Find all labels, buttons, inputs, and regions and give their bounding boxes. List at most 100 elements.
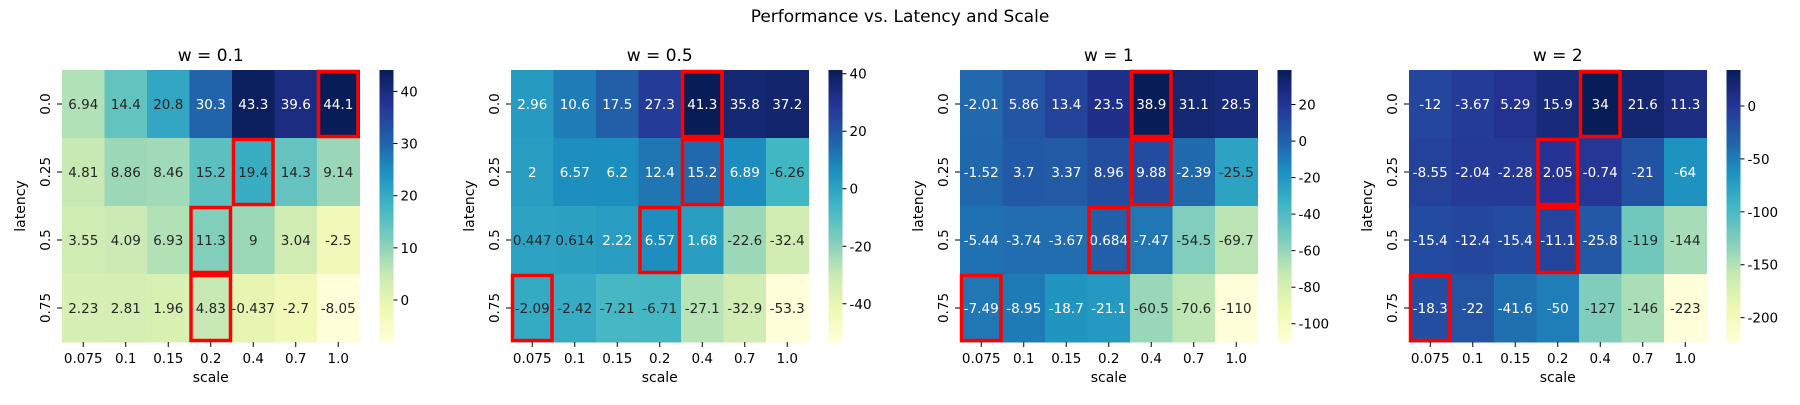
colorbar-segment [1277, 298, 1292, 302]
colorbar-segment [1277, 74, 1292, 78]
colorbar-segment [1726, 140, 1741, 144]
heatmap-cell [1664, 70, 1707, 139]
colorbar-segment [379, 79, 394, 82]
y-tick-label: 0.25 [936, 157, 952, 187]
cell-value-label: -7.49 [964, 301, 999, 317]
heatmap-cell [1002, 138, 1046, 207]
colorbar-segment [1277, 228, 1292, 232]
cell-value-label: -15.4 [1413, 233, 1448, 249]
colorbar-segment [828, 144, 843, 148]
colorbar-segment [379, 264, 394, 268]
colorbar-segment [1277, 149, 1292, 153]
colorbar-segment [1277, 305, 1292, 309]
cell-value-label: -12 [1419, 97, 1441, 113]
cell-value-label: -5.44 [964, 233, 999, 249]
colorbar-segment [379, 249, 394, 252]
colorbar-segment [1277, 278, 1292, 282]
cell-value-label: 5.86 [1009, 97, 1039, 113]
heatmap-cell [1130, 206, 1173, 275]
colorbar-segment [379, 178, 394, 182]
cell-value-label: 41.3 [687, 97, 717, 113]
y-axis-label: latency [462, 180, 478, 231]
cell-value-label: 6.2 [607, 165, 628, 181]
x-tick-label: 0.4 [1590, 351, 1611, 367]
colorbar-segment [828, 135, 843, 139]
colorbar-segment [379, 90, 394, 94]
cell-value-label: -12.4 [1455, 233, 1490, 249]
colorbar-segment [1277, 258, 1292, 261]
colorbar-segment [379, 151, 394, 155]
colorbar-segment [379, 160, 394, 164]
panel-title: w = 0.5 [627, 46, 693, 66]
colorbar-segment [1726, 280, 1741, 284]
colorbar-segment [379, 310, 394, 314]
colorbar-segment [1277, 187, 1292, 191]
colorbar-segment [379, 303, 394, 307]
cell-value-label: -70.6 [1176, 301, 1211, 317]
colorbar-tick-label: -40 [850, 297, 872, 313]
colorbar-segment [828, 298, 843, 302]
colorbar-segment [1726, 255, 1741, 259]
x-tick-label: 0.7 [1632, 351, 1653, 367]
figure-title: Performance vs. Latency and Scale [751, 7, 1050, 27]
colorbar-segment [379, 165, 394, 169]
colorbar-segment [1277, 79, 1292, 82]
colorbar-segment [1726, 296, 1741, 300]
heatmap-cell [1215, 206, 1258, 275]
heatmap-cell [511, 274, 554, 343]
colorbar-segment [379, 149, 394, 153]
colorbar-segment [1726, 183, 1741, 187]
heatmap-cell [104, 70, 148, 139]
colorbar-segment [1277, 133, 1292, 137]
colorbar-segment [1726, 310, 1741, 314]
colorbar-segment [1726, 192, 1741, 196]
colorbar-segment [1277, 147, 1292, 150]
colorbar-segment [1277, 115, 1292, 119]
colorbar-tick-label: -50 [1748, 152, 1770, 168]
y-tick-label: 0.25 [487, 157, 503, 187]
colorbar-segment [379, 176, 394, 180]
colorbar-segment [1726, 224, 1741, 227]
heatmap-cell [147, 138, 190, 207]
cell-value-label: 4.09 [111, 233, 141, 249]
cell-value-label: -144 [1670, 233, 1701, 249]
colorbar-segment [1277, 83, 1292, 87]
cell-value-label: 23.5 [1094, 97, 1124, 113]
y-tick-label: 0.75 [487, 293, 503, 323]
heatmap-cell [1536, 70, 1580, 139]
heatmap-cell [1045, 70, 1088, 139]
colorbar-segment [1277, 162, 1292, 166]
x-tick-label: 0.4 [692, 351, 713, 367]
colorbar-segment [828, 249, 843, 252]
colorbar-tick-label: 40 [850, 67, 867, 83]
colorbar-segment [379, 253, 394, 257]
heatmap-cell [681, 206, 724, 275]
colorbar-segment [1277, 330, 1292, 334]
cell-value-label: 15.2 [196, 165, 226, 181]
colorbar-segment [1726, 323, 1741, 327]
colorbar-segment [379, 167, 394, 171]
colorbar-segment [1726, 122, 1741, 125]
colorbar-segment [828, 289, 843, 293]
colorbar-segment [379, 133, 394, 137]
cell-value-label: 37.2 [772, 97, 802, 113]
colorbar-segment [1726, 219, 1741, 223]
colorbar-segment [828, 110, 843, 114]
colorbar-segment [1726, 278, 1741, 282]
colorbar-segment [1726, 153, 1741, 157]
colorbar-segment [379, 208, 394, 212]
colorbar-segment [1726, 181, 1741, 184]
cell-value-label: 20.8 [153, 97, 183, 113]
x-tick-label: 0.4 [243, 351, 264, 367]
heatmap-cell [596, 70, 639, 139]
colorbar-segment [828, 274, 843, 277]
colorbar-segment [1726, 124, 1741, 128]
colorbar-segment [828, 292, 843, 295]
colorbar-segment [379, 242, 394, 246]
colorbar-segment [1277, 199, 1292, 203]
colorbar-segment [828, 217, 843, 221]
colorbar-segment [828, 138, 843, 141]
colorbar-segment [828, 287, 843, 291]
cell-value-label: -110 [1221, 301, 1252, 317]
cell-value-label: -41.6 [1498, 301, 1533, 317]
